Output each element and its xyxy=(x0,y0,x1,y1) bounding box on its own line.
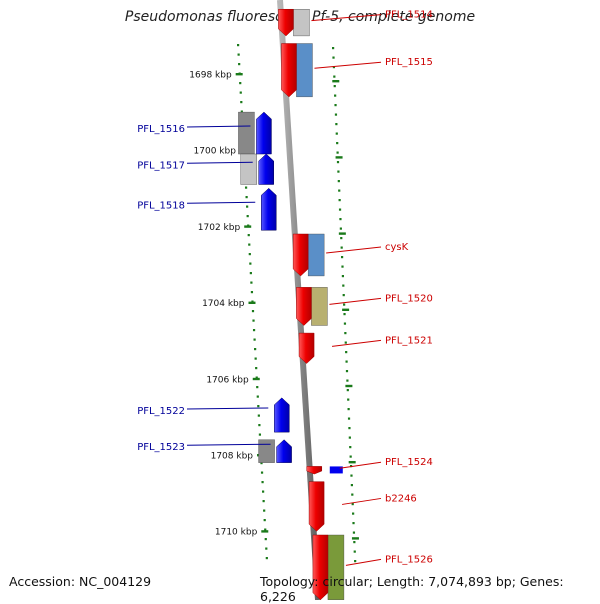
gene-label[interactable]: PFL_1517 xyxy=(137,160,185,171)
gene-label[interactable]: PFL_1522 xyxy=(137,406,185,417)
scale-tick xyxy=(235,73,243,76)
gene-leader-line xyxy=(331,339,382,347)
feature-block xyxy=(329,466,343,474)
scale-tick-right xyxy=(338,232,346,235)
gene-label[interactable]: PFL_1526 xyxy=(385,554,433,565)
gene-label[interactable]: PFL_1523 xyxy=(137,442,185,453)
gene-leader-line xyxy=(329,297,382,305)
gene-leader-line xyxy=(186,407,269,410)
gene-leader-line xyxy=(311,14,382,22)
feature-block xyxy=(296,43,313,98)
gene-leader-line xyxy=(341,497,382,505)
gene-label[interactable]: cysK xyxy=(385,242,409,253)
scale-tick xyxy=(252,377,260,381)
feature-block xyxy=(258,439,275,463)
gene-arrow[interactable] xyxy=(256,111,272,155)
gene-arrow[interactable] xyxy=(261,187,277,231)
gene-leader-line xyxy=(326,246,382,254)
gene-arrow[interactable] xyxy=(296,287,312,326)
scale-tick-label: 1710 kbp xyxy=(215,528,258,538)
gene-arrow[interactable] xyxy=(312,534,329,600)
scale-tick-label: 1700 kbp xyxy=(194,147,237,157)
gene-arrow[interactable] xyxy=(274,397,290,433)
gene-label[interactable]: PFL_1521 xyxy=(385,335,433,346)
gene-label[interactable]: PFL_1515 xyxy=(385,57,433,68)
scale-tick-right xyxy=(351,537,359,540)
scale-tick-right xyxy=(342,308,350,311)
scale-tick-label: 1706 kbp xyxy=(206,375,249,385)
gene-track xyxy=(256,8,329,600)
gene-leader-line xyxy=(345,558,382,566)
feature-track xyxy=(238,9,345,600)
gene-label[interactable]: PFL_1524 xyxy=(385,457,433,468)
gene-arrow[interactable] xyxy=(276,439,292,463)
feature-block xyxy=(238,111,255,155)
scale-tick xyxy=(244,225,252,228)
gene-leader-line xyxy=(314,61,382,69)
scale-tick-label: 1698 kbp xyxy=(189,71,232,81)
gene-arrow[interactable] xyxy=(281,43,297,98)
gene-leader-line xyxy=(186,201,256,204)
feature-block xyxy=(240,153,257,185)
gene-leader-line xyxy=(339,461,382,469)
gene-label[interactable]: PFL_1514 xyxy=(385,10,433,21)
gene-arrow[interactable] xyxy=(298,332,315,364)
gene-label[interactable]: PFL_1516 xyxy=(137,124,185,135)
gene-leader-line xyxy=(186,443,271,446)
scale-tick-right xyxy=(335,156,343,159)
gene-label[interactable]: PFL_1520 xyxy=(385,293,433,304)
gene-label[interactable]: b2246 xyxy=(385,493,417,504)
scale-tick-label: 1702 kbp xyxy=(198,223,241,233)
scale-tick-right xyxy=(332,80,340,83)
feature-block xyxy=(293,9,310,37)
right-dotted-track xyxy=(332,47,357,563)
scale-tick-right xyxy=(348,461,356,464)
gene-leader-line xyxy=(186,125,251,128)
feature-block xyxy=(307,233,325,277)
gene-labels: PFL_1514 PFL_1515 PFL_1516 PFL_1517 PFL_1518… xyxy=(137,10,433,566)
scale-tick xyxy=(248,301,256,304)
accession-text: Accession: NC_004129 xyxy=(9,574,152,589)
gene-arrow[interactable] xyxy=(308,481,325,532)
scale-tick-label: 1704 kbp xyxy=(202,299,245,309)
scale-tick xyxy=(261,530,269,533)
gene-arrow[interactable] xyxy=(258,153,274,185)
gene-arrow[interactable] xyxy=(306,466,323,475)
gene-arrow[interactable] xyxy=(292,233,309,277)
scale-tick-right xyxy=(345,384,353,388)
gene-leader-line xyxy=(186,161,253,164)
feature-block xyxy=(311,287,328,326)
scale-tick-label: 1708 kbp xyxy=(211,452,254,462)
gene-label[interactable]: PFL_1518 xyxy=(137,200,185,211)
gene-arrow[interactable] xyxy=(278,8,294,37)
